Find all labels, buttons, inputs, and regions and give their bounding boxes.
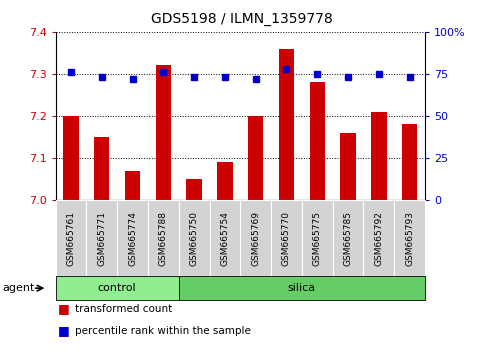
- Text: GSM665793: GSM665793: [405, 211, 414, 266]
- Bar: [125, 171, 140, 200]
- Bar: [63, 116, 79, 200]
- Text: transformed count: transformed count: [75, 304, 172, 314]
- Text: GSM665788: GSM665788: [159, 211, 168, 266]
- Bar: [402, 124, 417, 200]
- Text: GSM665775: GSM665775: [313, 211, 322, 266]
- Bar: [248, 116, 263, 200]
- Text: GSM665761: GSM665761: [67, 211, 75, 266]
- Text: ■: ■: [58, 325, 70, 337]
- Text: ■: ■: [58, 303, 70, 315]
- Text: GSM665774: GSM665774: [128, 211, 137, 266]
- Text: GSM665785: GSM665785: [343, 211, 353, 266]
- Text: GSM665750: GSM665750: [190, 211, 199, 266]
- Bar: [94, 137, 110, 200]
- Bar: [371, 112, 386, 200]
- Text: percentile rank within the sample: percentile rank within the sample: [75, 326, 251, 336]
- Bar: [156, 65, 171, 200]
- Text: GSM665792: GSM665792: [374, 211, 384, 266]
- Text: GSM665770: GSM665770: [282, 211, 291, 266]
- Bar: [186, 179, 202, 200]
- Text: GSM665754: GSM665754: [220, 211, 229, 266]
- Text: GDS5198 / ILMN_1359778: GDS5198 / ILMN_1359778: [151, 12, 332, 27]
- Text: GSM665771: GSM665771: [97, 211, 106, 266]
- Text: GSM665769: GSM665769: [251, 211, 260, 266]
- Text: agent: agent: [2, 283, 35, 293]
- Text: control: control: [98, 283, 136, 293]
- Bar: [341, 133, 356, 200]
- Bar: [217, 162, 233, 200]
- Bar: [279, 49, 294, 200]
- Bar: [310, 82, 325, 200]
- Text: silica: silica: [288, 283, 316, 293]
